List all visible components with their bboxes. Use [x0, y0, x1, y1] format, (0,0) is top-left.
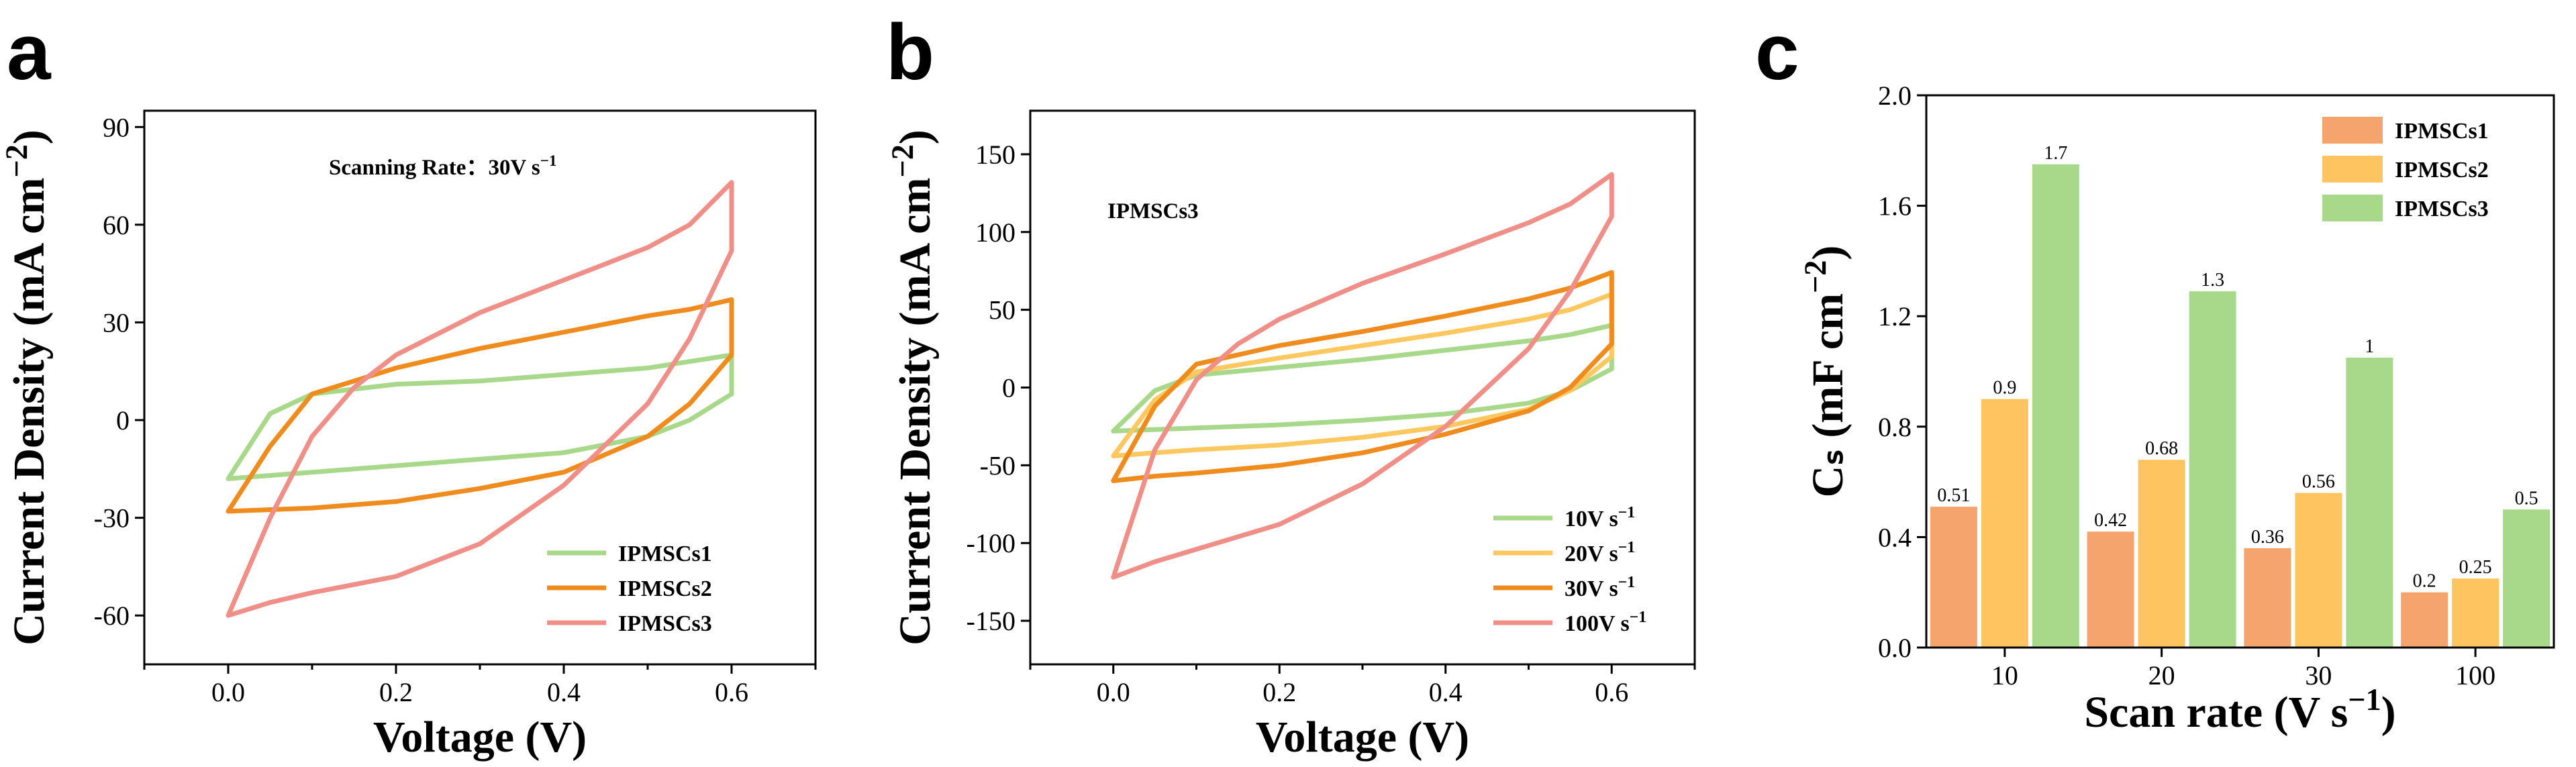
panel-a: a 0.0 0.2 0.4 0.6 -60 -30 0 30 60 90 Voltage (V) Cur… [0, 8, 817, 762]
bar-value-label: 0.68 [2145, 438, 2178, 459]
x-tick-label: 20 [2148, 660, 2175, 691]
bar-ipmscs1-100 [2401, 592, 2448, 648]
bar-value-label: 1.7 [2044, 143, 2067, 164]
y-tick-label: 1.6 [1878, 191, 1912, 221]
series-line-ipmscs3 [226, 180, 734, 618]
legend-label-100v-s: 100V s−1 [1565, 609, 1646, 636]
y-tick-label: -50 [980, 450, 1015, 480]
bar-ipmscs2-100 [2452, 578, 2499, 648]
legend-swatch-ipmscs2 [2322, 156, 2383, 183]
legend-label-ipmscs2: IPMSCs2 [2395, 158, 2489, 183]
x-tick-label: 0.2 [1262, 677, 1296, 707]
legend-label-30v-s: 30V s−1 [1565, 574, 1635, 601]
bar-value-label: 0.42 [2094, 510, 2127, 531]
x-tick-label: 10 [1991, 660, 2018, 691]
y-tick-label: 0.4 [1878, 522, 1912, 552]
x-tick-label: 30 [2305, 660, 2332, 691]
x-tick-label: 0.4 [547, 677, 581, 707]
bar-value-label: 0.9 [1993, 378, 2016, 399]
series-line-30v-s [1111, 270, 1614, 483]
y-tick-label: 0 [116, 405, 130, 436]
y-tick-label: 0 [1002, 373, 1015, 403]
x-tick-label: 0.4 [1429, 677, 1463, 707]
bar-value-label: 0.56 [2302, 472, 2335, 493]
y-tick-label: 30 [103, 307, 130, 338]
y-tick-label: 150 [975, 140, 1015, 170]
y-tick-label: 50 [989, 295, 1015, 325]
x-tick-label: 0.2 [379, 677, 413, 707]
bar-value-label: 0.36 [2251, 527, 2284, 548]
bar-ipmscs2-30 [2295, 493, 2342, 648]
x-tick-label: 0.0 [211, 677, 245, 707]
y-tick-label: 90 [103, 112, 130, 142]
x-tick-label: 0.0 [1097, 677, 1130, 707]
y-axis-label: Current Density (mA cm−2) [0, 130, 54, 646]
bar-value-label: 0.25 [2459, 557, 2492, 578]
panel-c: c 0.51 0.9 1.7 10 0.42 0.68 1.3 20 0.36 0.56 1 30 0.2… [1755, 8, 2555, 737]
annotation: Scanning Rate：30V s−1 [329, 152, 557, 180]
bar-value-label: 0.2 [2413, 571, 2436, 592]
legend-swatch-ipmscs1 [2322, 117, 2383, 144]
bar-ipmscs3-30 [2346, 357, 2393, 648]
series-line-100v-s [1111, 172, 1614, 580]
bar-ipmscs1-20 [2087, 531, 2134, 648]
bar-value-label: 0.51 [1937, 485, 1970, 506]
x-axis-label: Voltage (V) [1256, 713, 1469, 762]
y-tick-label: 100 [975, 217, 1015, 248]
y-tick-label: -30 [94, 503, 130, 533]
panel-letter-a: a [7, 8, 52, 97]
bar-ipmscs3-100 [2503, 509, 2550, 648]
bar-ipmscs1-30 [2244, 548, 2291, 648]
y-axis-label: Cₛ (mF cm−2) [1798, 246, 1853, 498]
x-axis-label: Scan rate (V s−1) [2084, 682, 2395, 737]
y-tick-label: 60 [103, 210, 130, 240]
legend-label-10v-s: 10V s−1 [1565, 504, 1635, 531]
panel-letter-b: b [886, 8, 934, 97]
bar-ipmscs3-10 [2032, 164, 2079, 648]
y-tick-label: -60 [94, 601, 130, 631]
legend-label-ipmscs1: IPMSCs1 [2395, 119, 2489, 144]
legend-label-ipmscs3: IPMSCs3 [2395, 197, 2489, 221]
panel-letter-c: c [1755, 8, 1799, 97]
bar-value-label: 0.5 [2515, 488, 2538, 509]
y-tick-label: -100 [967, 528, 1015, 558]
plot-frame [1925, 94, 2555, 649]
x-tick-label: 100 [2455, 660, 2495, 691]
x-tick-label: 0.6 [1595, 677, 1628, 707]
legend-label-ipmscs1: IPMSCs1 [618, 542, 712, 566]
legend-label-ipmscs3: IPMSCs3 [618, 611, 712, 636]
y-tick-label: 0.0 [1878, 633, 1912, 663]
bar-ipmscs2-10 [1981, 399, 2028, 648]
legend-label-ipmscs2: IPMSCs2 [618, 576, 712, 601]
y-tick-label: 2.0 [1878, 81, 1912, 111]
y-axis-label: Current Density (mA cm−2) [885, 130, 940, 646]
legend-swatch-ipmscs3 [2322, 195, 2383, 221]
bar-value-label: 1 [2365, 336, 2374, 357]
y-tick-label: 0.8 [1878, 412, 1912, 442]
bar-ipmscs2-20 [2138, 460, 2185, 648]
bar-ipmscs3-20 [2189, 291, 2236, 648]
x-axis-label: Voltage (V) [373, 713, 587, 762]
panel-b: b 0.0 0.2 0.4 0.6 -150 -100 -50 0 50 100 150 Voltage… [885, 8, 1696, 762]
y-tick-label: -150 [967, 606, 1015, 636]
bar-ipmscs1-10 [1930, 507, 1977, 648]
legend-label-20v-s: 20V s−1 [1565, 539, 1635, 566]
x-tick-label: 0.6 [715, 677, 748, 707]
series-line-ipmscs2 [226, 297, 734, 514]
y-tick-label: 1.2 [1878, 301, 1912, 331]
series-line-ipmscs1 [226, 352, 734, 481]
bar-value-label: 1.3 [2201, 270, 2224, 291]
annotation: IPMSCs3 [1107, 199, 1199, 223]
